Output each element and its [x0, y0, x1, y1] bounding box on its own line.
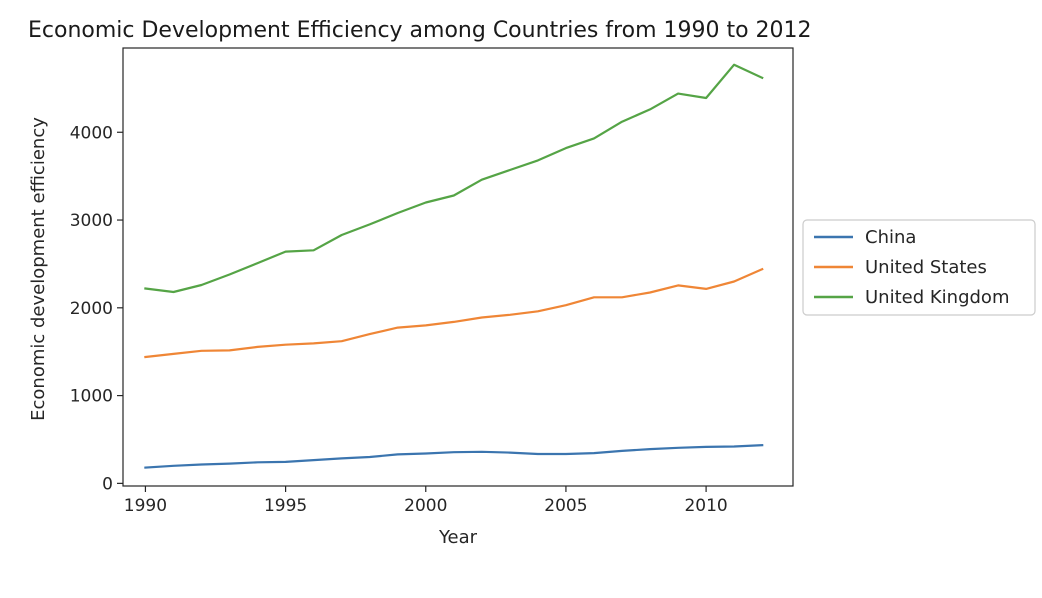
y-tick-label: 3000 — [70, 211, 113, 231]
legend-label-united-states: United States — [865, 257, 987, 278]
x-tick-label: 2005 — [544, 496, 587, 516]
x-tick-label: 1995 — [264, 496, 307, 516]
y-tick-label: 2000 — [70, 299, 113, 319]
legend-box — [802, 219, 1036, 316]
plot-frame — [122, 47, 794, 487]
legend-label-united-kingdom: United Kingdom — [865, 287, 1009, 308]
y-tick-label: 1000 — [70, 387, 113, 407]
x-axis: 1990 1995 2000 2005 2010 — [124, 486, 728, 516]
plot-lines — [144, 63, 764, 469]
y-tick-label: 4000 — [70, 123, 113, 143]
y-tick-label: 0 — [102, 474, 113, 494]
series-line-united-kingdom — [144, 63, 764, 294]
legend-label-china: China — [865, 227, 916, 248]
legend: China United States United Kingdom — [802, 219, 1036, 316]
x-tick-label: 1990 — [124, 496, 167, 516]
x-tick-label: 2000 — [404, 496, 447, 516]
series-line-united-states — [144, 267, 764, 359]
y-axis: 0 1000 2000 3000 4000 — [70, 123, 123, 494]
y-axis-title: Economic development efficiency — [28, 117, 49, 421]
x-axis-title: Year — [438, 527, 478, 548]
series-line-china — [144, 444, 764, 469]
x-tick-label: 2010 — [684, 496, 727, 516]
chart-title: Economic Development Efficiency among Co… — [28, 18, 812, 43]
